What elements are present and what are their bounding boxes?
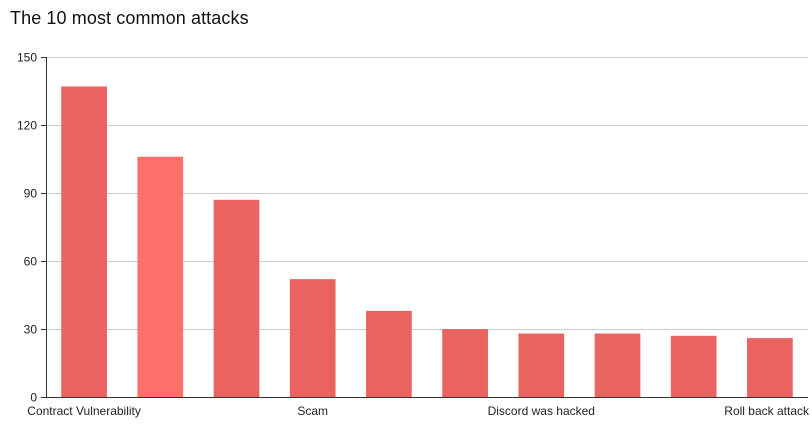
y-tick-label: 120 bbox=[17, 119, 37, 133]
y-tick-label: 90 bbox=[24, 187, 38, 201]
y-axis-ticks: 0 30 60 90 120 150 bbox=[17, 51, 47, 405]
bar[interactable] bbox=[747, 338, 793, 397]
gridlines bbox=[46, 57, 808, 330]
x-tick-label: Contract Vulnerability bbox=[27, 404, 141, 418]
y-tick-label: 0 bbox=[30, 391, 37, 405]
bar[interactable] bbox=[670, 335, 717, 397]
x-tick-label: Discord was hacked bbox=[488, 404, 595, 418]
x-tick-label: Scam bbox=[297, 404, 328, 418]
bar[interactable] bbox=[366, 310, 412, 397]
y-tick-label: 60 bbox=[24, 255, 38, 269]
x-axis-labels: Contract Vulnerability Scam Discord was ha… bbox=[27, 404, 810, 418]
x-tick-label: Roll back attack bbox=[724, 404, 810, 418]
chart-title: The 10 most common attacks bbox=[10, 8, 249, 28]
y-tick-label: 30 bbox=[24, 323, 38, 337]
bar[interactable] bbox=[61, 86, 107, 397]
bar[interactable] bbox=[518, 333, 565, 397]
y-tick-label: 150 bbox=[17, 51, 37, 65]
bars bbox=[61, 86, 793, 397]
bar[interactable] bbox=[213, 199, 260, 397]
bar[interactable] bbox=[442, 329, 488, 397]
bar[interactable] bbox=[137, 156, 184, 397]
bar[interactable] bbox=[289, 279, 336, 397]
bar[interactable] bbox=[594, 333, 641, 397]
